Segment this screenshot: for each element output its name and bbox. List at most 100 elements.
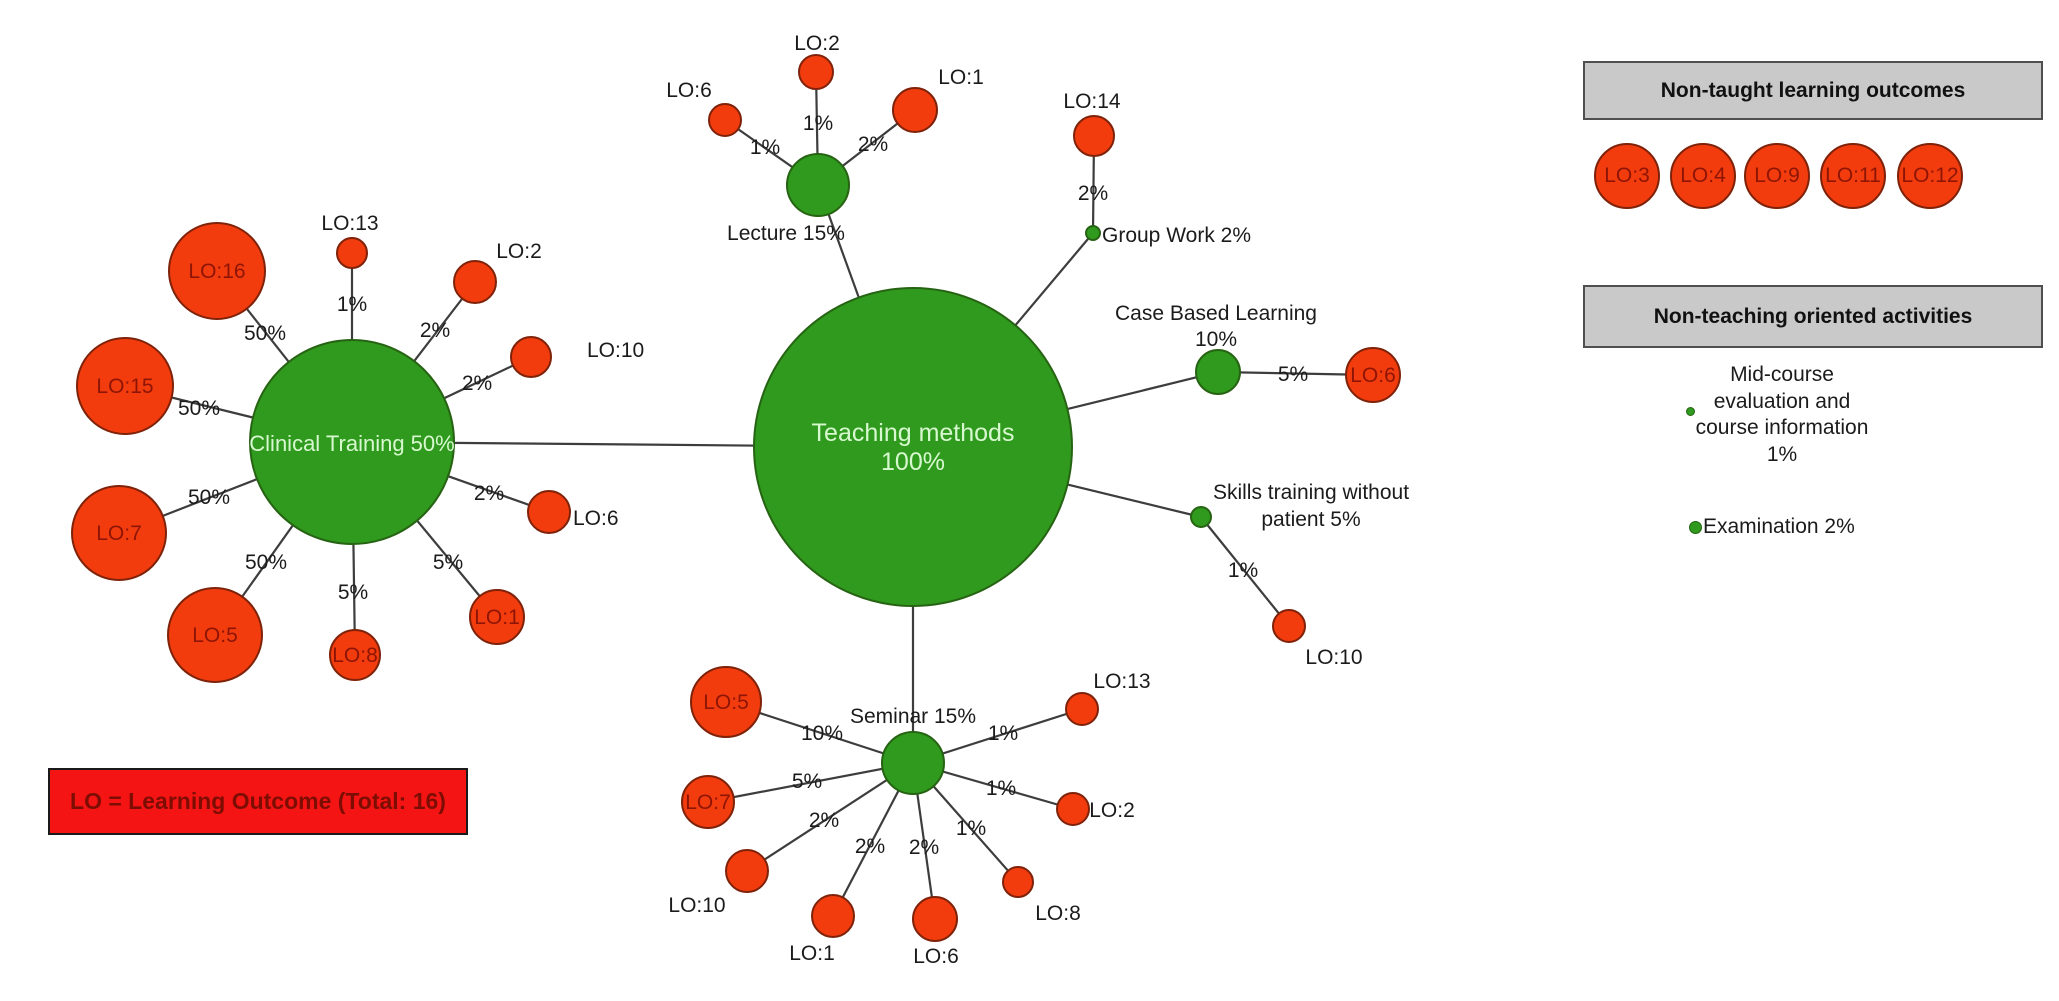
lecture-label: Lecture 15% xyxy=(727,222,845,245)
mid-course-dot xyxy=(1686,407,1695,416)
clinical-lo6-node xyxy=(527,490,571,534)
case-based-learning-label: Case Based Learning 10% xyxy=(1115,302,1317,351)
examination-dot xyxy=(1689,520,1702,534)
seminar-label: Seminar 15% xyxy=(850,705,976,728)
group-work-label: Group Work 2% xyxy=(1102,224,1251,247)
clinical-lo6-label: LO:6 xyxy=(573,507,619,530)
pct-seminar-lo1: 2% xyxy=(855,835,885,858)
edge-skills-lo10 xyxy=(1200,516,1290,627)
pct-clinical-lo7: 50% xyxy=(188,486,230,509)
groupwork-lo14-node xyxy=(1073,115,1115,157)
legend-box: LO = Learning Outcome (Total: 16) xyxy=(48,768,468,835)
non-taught-lo4-label: LO:4 xyxy=(1680,164,1726,187)
skills-training-label: Skills training without patient 5% xyxy=(1213,481,1409,531)
pct-seminar-lo2: 1% xyxy=(986,777,1016,800)
clinical-lo15-label: LO:15 xyxy=(96,375,153,398)
pct-clinical-lo6: 2% xyxy=(474,482,504,505)
pct-seminar-lo8: 1% xyxy=(956,817,986,840)
non-taught-lo9-label: LO:9 xyxy=(1754,164,1800,187)
pct-clinical-lo15: 50% xyxy=(178,397,220,420)
pct-clinical-lo1: 5% xyxy=(433,551,463,574)
seminar-lo2-label: LO:2 xyxy=(1089,799,1135,822)
pct-clinical-lo2: 2% xyxy=(420,319,450,342)
pct-clinical-lo8: 5% xyxy=(338,581,368,604)
clinical-lo8-node xyxy=(329,629,381,681)
clinical-lo8-label: LO:8 xyxy=(332,644,378,667)
group-work-node xyxy=(1085,225,1101,241)
seminar-lo8-node xyxy=(1002,866,1034,898)
legend-text: LO = Learning Outcome (Total: 16) xyxy=(70,788,446,814)
non-taught-lo12-circle: LO:12 xyxy=(1897,143,1963,209)
non-taught-lo3-label: LO:3 xyxy=(1604,164,1650,187)
lecture-lo6-node xyxy=(708,103,742,137)
seminar-lo6-label: LO:6 xyxy=(913,945,959,968)
seminar-lo13-label: LO:13 xyxy=(1093,670,1150,693)
seminar-lo8-label: LO:8 xyxy=(1035,902,1081,925)
cbl-lo6-node xyxy=(1345,347,1401,403)
groupwork-lo14-label: LO:14 xyxy=(1063,90,1121,113)
pct-lecture-lo2: 1% xyxy=(803,112,833,135)
clinical-training-node xyxy=(249,339,455,545)
lecture-node xyxy=(786,153,850,217)
seminar-lo1-node xyxy=(811,894,855,938)
seminar-lo13-node xyxy=(1065,692,1099,726)
edge-seminar-lo7 xyxy=(707,761,914,804)
seminar-lo7-node xyxy=(681,775,735,829)
mid-course-line-2: evaluation and xyxy=(1713,389,1851,413)
skills-lo10-node xyxy=(1272,609,1306,643)
seminar-lo5-label: LO:5 xyxy=(703,691,749,714)
lecture-lo2-node xyxy=(798,54,834,90)
mid-course-text: Mid-course evaluation and course informa… xyxy=(1642,362,1922,468)
clinical-lo10-node xyxy=(510,336,552,378)
pct-skills-lo10: 1% xyxy=(1228,559,1258,582)
case-based-learning-node xyxy=(1195,349,1241,395)
examination-item: Examination 2% xyxy=(1689,515,1855,539)
seminar-lo7-label: LO:7 xyxy=(685,791,731,814)
lecture-lo1-node xyxy=(892,87,938,133)
pct-seminar-lo13: 1% xyxy=(988,722,1018,745)
mid-course-line-4: 1% xyxy=(1766,442,1798,466)
pct-seminar-lo6: 2% xyxy=(909,836,939,859)
clinical-lo13-label: LO:13 xyxy=(321,212,378,235)
clinical-lo5-node xyxy=(167,587,263,683)
pct-seminar-lo10: 2% xyxy=(809,809,839,832)
clinical-lo10-label: LO:10 xyxy=(587,339,644,362)
clinical-lo5-label: LO:5 xyxy=(192,624,238,647)
teaching-methods-label: Teaching methods 100% xyxy=(812,419,1015,476)
clinical-lo7-label: LO:7 xyxy=(96,522,142,545)
clinical-lo13-node xyxy=(336,237,368,269)
pct-clinical-lo10: 2% xyxy=(462,372,492,395)
non-taught-header: Non-taught learning outcomes xyxy=(1583,61,2043,120)
clinical-lo1-label: LO:1 xyxy=(474,606,520,629)
non-teaching-header: Non-teaching oriented activities xyxy=(1583,285,2043,348)
pct-seminar-lo7: 5% xyxy=(792,770,822,793)
teaching-methods-node xyxy=(753,287,1073,607)
pct-clinical-lo5: 50% xyxy=(245,551,287,574)
clinical-lo7-node xyxy=(71,485,167,581)
non-taught-lo11-label: LO:11 xyxy=(1825,164,1881,187)
pct-clinical-lo16: 50% xyxy=(244,322,286,345)
clinical-lo16-node xyxy=(168,222,266,320)
seminar-lo2-node xyxy=(1056,792,1090,826)
clinical-lo15-node xyxy=(76,337,174,435)
non-teaching-title: Non-teaching oriented activities xyxy=(1653,304,1973,328)
cbl-lo6-label: LO:6 xyxy=(1350,364,1396,387)
lecture-lo6-label: LO:6 xyxy=(666,79,712,102)
pct-seminar-lo5: 10% xyxy=(801,722,843,745)
clinical-lo1-node xyxy=(469,589,525,645)
non-taught-lo11-circle: LO:11 xyxy=(1820,143,1886,209)
clinical-lo16-label: LO:16 xyxy=(188,260,245,283)
clinical-lo2-label: LO:2 xyxy=(496,240,542,263)
seminar-lo5-node xyxy=(690,666,762,738)
non-taught-lo4-circle: LO:4 xyxy=(1670,143,1736,209)
mid-course-line-3: course information xyxy=(1695,416,1869,439)
seminar-lo10-node xyxy=(725,849,769,893)
non-taught-lo9-circle: LO:9 xyxy=(1744,143,1810,209)
pct-lecture-lo1: 2% xyxy=(858,133,888,156)
lecture-lo2-label: LO:2 xyxy=(794,32,840,55)
skills-training-node xyxy=(1190,506,1212,528)
examination-label: Examination 2% xyxy=(1703,515,1855,538)
seminar-node xyxy=(881,731,945,795)
edge-seminar-lo10 xyxy=(746,762,914,872)
